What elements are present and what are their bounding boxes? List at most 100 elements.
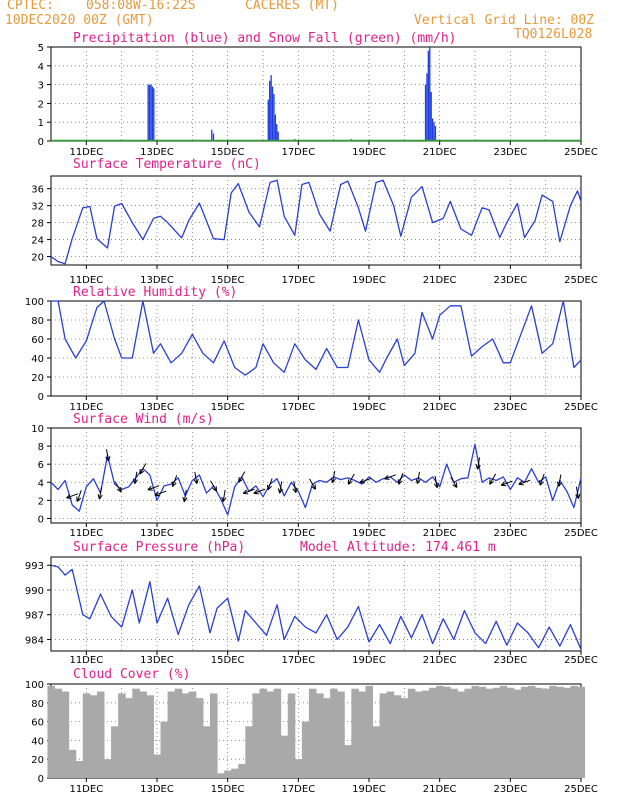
- cloud-cover-bar: [252, 693, 260, 778]
- wind-arrow: [539, 473, 545, 486]
- humidity-series-line: [51, 300, 582, 376]
- wind-ytick-label: 2: [38, 496, 44, 507]
- wind-arrow: [397, 472, 404, 485]
- pressure-xtick-label: 25DEC: [564, 655, 598, 666]
- cloud-cover-bar: [464, 688, 472, 778]
- cloud-cover-bar: [577, 686, 586, 778]
- cloud-cover-bar: [535, 687, 543, 778]
- wind-arrow-head: [154, 491, 159, 496]
- cloud-cover-bar: [139, 691, 147, 778]
- wind-arrow: [277, 481, 283, 494]
- wind-arrow-head: [578, 493, 581, 499]
- wind-arrow-head: [132, 478, 136, 484]
- wind-arrow: [97, 487, 103, 500]
- pressure-ytick-label: 990: [25, 586, 44, 597]
- wind-arrow-shaft: [139, 463, 147, 475]
- cloud-cover-bar: [549, 685, 557, 778]
- cloud-cover-bar: [471, 685, 480, 778]
- wind-arrow-head: [539, 480, 541, 486]
- precip-bar: [431, 118, 434, 141]
- wind-xtick-label: 17DEC: [281, 528, 315, 539]
- wind-arrow-head: [76, 497, 82, 502]
- temperature-xtick-label: 25DEC: [564, 275, 598, 286]
- humidity-title: Relative Humidity (%): [73, 285, 237, 300]
- temperature-series-line: [50, 179, 582, 265]
- wind-arrow-head: [147, 489, 153, 491]
- humidity-xtick-label: 15DEC: [211, 402, 245, 413]
- cloud-cover-bar: [323, 698, 331, 778]
- cloud-cover-bar: [259, 688, 268, 778]
- cloud-cover-bar: [414, 691, 423, 778]
- wind-arrow-shaft: [98, 487, 103, 500]
- precip-frame: [50, 46, 582, 142]
- cloud-cover-bar: [174, 688, 183, 778]
- wind-arrow-head: [76, 496, 78, 502]
- wind-arrow-head: [182, 496, 185, 502]
- cloud-cover-bar: [47, 685, 56, 778]
- wind-arrow-head: [243, 492, 249, 495]
- wind-arrow-head: [253, 492, 259, 495]
- wind-arrow: [489, 473, 497, 485]
- wind-arrow-head: [295, 487, 298, 493]
- precip-ytick-label: 4: [38, 62, 44, 73]
- wind-xtick-label: 15DEC: [211, 528, 245, 539]
- wind-arrow-shaft: [359, 477, 372, 483]
- cloud-cover-bar: [245, 726, 253, 778]
- wind-ytick-label: 6: [38, 460, 44, 471]
- wind-arrow-shaft: [243, 488, 255, 494]
- wind-arrow-head: [238, 478, 244, 483]
- cloud-cover-bar: [132, 688, 140, 778]
- cloud-cover-bar: [118, 693, 126, 778]
- wind-arrow-shaft: [558, 474, 562, 487]
- wind-arrow: [193, 471, 199, 484]
- wind-arrow-shaft: [210, 480, 217, 492]
- cloud-cover-bar: [153, 754, 162, 778]
- wind-arrow-head: [154, 494, 160, 497]
- cloud-cover-bar: [485, 688, 494, 778]
- wind-arrow-head: [66, 493, 71, 499]
- precip-bar: [427, 50, 430, 142]
- wind-xtick-label: 21DEC: [423, 528, 457, 539]
- wind-arrow-head: [384, 474, 389, 480]
- precip-bar: [429, 47, 431, 141]
- cloud-cover-bar: [400, 698, 409, 778]
- wind-arrow-shaft: [267, 478, 273, 490]
- precip-ytick-label: 3: [38, 81, 44, 92]
- pressure-xtick-label: 23DEC: [493, 655, 527, 666]
- precip-bar: [276, 124, 278, 141]
- wind-arrow: [210, 480, 218, 492]
- cloud-cover-bar: [266, 691, 275, 778]
- precip-bar: [153, 88, 155, 141]
- wind-xtick-label: 19DEC: [352, 528, 386, 539]
- wind-arrow-shaft: [154, 490, 167, 496]
- wind-arrow-shaft: [253, 488, 266, 494]
- wind-ytick-label: 4: [38, 478, 44, 489]
- cloud-cover-bar: [231, 768, 239, 778]
- wind-arrow-shaft: [293, 480, 297, 493]
- cloud-cover-bar: [513, 689, 522, 778]
- wind-arrow: [330, 470, 336, 484]
- wind-arrow-head: [292, 488, 297, 494]
- wind-arrow-head: [556, 481, 560, 487]
- wind-arrow: [450, 476, 458, 488]
- wind-arrow: [415, 471, 421, 484]
- wind-title: Surface Wind (m/s): [73, 412, 214, 427]
- cloud-cover-bar: [542, 688, 550, 778]
- precip-bar: [151, 86, 154, 141]
- wind-arrow-head: [398, 480, 403, 485]
- precip-ytick-label: 2: [38, 99, 44, 110]
- wind-arrow-head: [267, 484, 269, 490]
- wind-arrow-head: [196, 478, 199, 484]
- cloud-cover-bar: [528, 685, 536, 778]
- wind-xtick-label: 25DEC: [564, 528, 598, 539]
- wind-arrow-shaft: [105, 449, 110, 462]
- wind-arrow-shaft: [172, 475, 178, 487]
- wind-arrow-shaft: [450, 476, 458, 488]
- wind-arrow-shaft: [398, 472, 404, 485]
- cloud-cover-bar: [499, 685, 508, 778]
- cloud-xtick-label: 21DEC: [423, 784, 457, 795]
- precip-bar: [430, 92, 432, 141]
- cloud-cover-bar: [330, 688, 338, 778]
- wind-arrow: [105, 449, 111, 462]
